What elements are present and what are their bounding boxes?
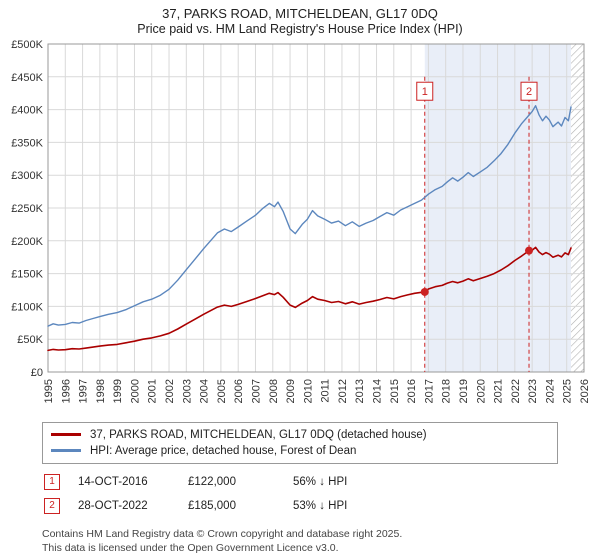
svg-text:2001: 2001 xyxy=(147,379,159,403)
svg-text:2024: 2024 xyxy=(544,379,556,403)
page-subtitle: Price paid vs. HM Land Registry's House … xyxy=(137,22,463,37)
svg-text:2015: 2015 xyxy=(389,379,401,403)
svg-text:2021: 2021 xyxy=(493,379,505,403)
svg-text:2006: 2006 xyxy=(233,379,245,403)
svg-text:2013: 2013 xyxy=(354,379,366,403)
legend-label-hpi: HPI: Average price, detached house, Fore… xyxy=(90,444,357,457)
svg-text:2007: 2007 xyxy=(250,379,262,403)
legend-item-hpi: HPI: Average price, detached house, Fore… xyxy=(51,443,549,459)
chart-legend: 37, PARKS ROAD, MITCHELDEAN, GL17 0DQ (d… xyxy=(42,421,558,464)
svg-text:2023: 2023 xyxy=(527,379,539,403)
svg-text:2017: 2017 xyxy=(423,379,435,403)
license-line-2: This data is licensed under the Open Gov… xyxy=(42,541,339,554)
sale-1-price: £122,000 xyxy=(188,475,236,488)
svg-text:2008: 2008 xyxy=(268,379,280,403)
sale-2-date: 28-OCT-2022 xyxy=(78,499,148,512)
svg-text:2014: 2014 xyxy=(372,379,384,403)
svg-text:2: 2 xyxy=(526,86,532,98)
svg-text:£150K: £150K xyxy=(11,268,43,280)
svg-text:2005: 2005 xyxy=(216,379,228,403)
svg-text:2025: 2025 xyxy=(562,379,574,403)
sale-2-number-box: 2 xyxy=(44,497,60,514)
license-line-1: Contains HM Land Registry data © Crown c… xyxy=(42,527,403,540)
sale-annotation-1: 1 14-OCT-2016 £122,000 56% ↓ HPI xyxy=(44,473,600,490)
svg-text:2004: 2004 xyxy=(199,379,211,403)
svg-text:£250K: £250K xyxy=(11,203,43,215)
svg-text:£500K: £500K xyxy=(11,40,43,51)
svg-text:£400K: £400K xyxy=(11,104,43,116)
hpi-line-swatch xyxy=(51,449,81,453)
svg-text:2016: 2016 xyxy=(406,379,418,403)
page-title: 37, PARKS ROAD, MITCHELDEAN, GL17 0DQ xyxy=(162,6,438,21)
svg-text:1999: 1999 xyxy=(112,379,124,403)
svg-text:2019: 2019 xyxy=(458,379,470,403)
sale-1-number-box: 1 xyxy=(44,473,60,490)
svg-text:1: 1 xyxy=(422,86,428,98)
svg-text:£300K: £300K xyxy=(11,170,43,182)
sale-2-price: £185,000 xyxy=(188,499,236,512)
price-history-chart: 1995 1996 1997 1998 1999 2000 2001 2002 2003 2004… xyxy=(11,40,591,403)
svg-text:2003: 2003 xyxy=(181,379,193,403)
title-block: 37, PARKS ROAD, MITCHELDEAN, GL17 0DQ Pr… xyxy=(0,6,600,38)
sale-annotations: 1 14-OCT-2016 £122,000 56% ↓ HPI 2 28-OC… xyxy=(44,473,600,514)
svg-text:£350K: £350K xyxy=(11,137,43,149)
svg-text:£100K: £100K xyxy=(11,301,43,313)
svg-text:£200K: £200K xyxy=(11,236,43,248)
sale-annotation-2: 2 28-OCT-2022 £185,000 53% ↓ HPI xyxy=(44,497,600,514)
svg-text:1996: 1996 xyxy=(60,379,72,403)
sale-2-hpi-delta: 53% ↓ HPI xyxy=(293,499,348,512)
sale-1-hpi-delta: 56% ↓ HPI xyxy=(293,475,348,488)
legend-item-property: 37, PARKS ROAD, MITCHELDEAN, GL17 0DQ (d… xyxy=(51,427,549,443)
svg-text:1997: 1997 xyxy=(78,379,90,403)
svg-text:2026: 2026 xyxy=(579,379,591,403)
svg-text:2009: 2009 xyxy=(285,379,297,403)
svg-text:2010: 2010 xyxy=(302,379,314,403)
svg-text:2020: 2020 xyxy=(475,379,487,403)
svg-text:£50K: £50K xyxy=(17,334,43,346)
svg-text:£450K: £450K xyxy=(11,72,43,84)
sale-1-date: 14-OCT-2016 xyxy=(78,475,148,488)
license-note: Contains HM Land Registry data © Crown c… xyxy=(42,528,600,555)
svg-text:1998: 1998 xyxy=(95,379,107,403)
svg-text:2018: 2018 xyxy=(441,379,453,403)
svg-text:1995: 1995 xyxy=(43,379,55,403)
chart-plot-area: 1995 1996 1997 1998 1999 2000 2001 2002 2003 2004… xyxy=(11,40,591,403)
legend-label-property: 37, PARKS ROAD, MITCHELDEAN, GL17 0DQ (d… xyxy=(90,428,427,441)
svg-text:£0: £0 xyxy=(31,367,43,379)
svg-text:2011: 2011 xyxy=(320,379,332,403)
svg-text:2022: 2022 xyxy=(510,379,522,403)
svg-text:2012: 2012 xyxy=(337,379,349,403)
property-line-swatch xyxy=(51,433,81,437)
svg-text:2000: 2000 xyxy=(129,379,141,403)
svg-text:2002: 2002 xyxy=(164,379,176,403)
